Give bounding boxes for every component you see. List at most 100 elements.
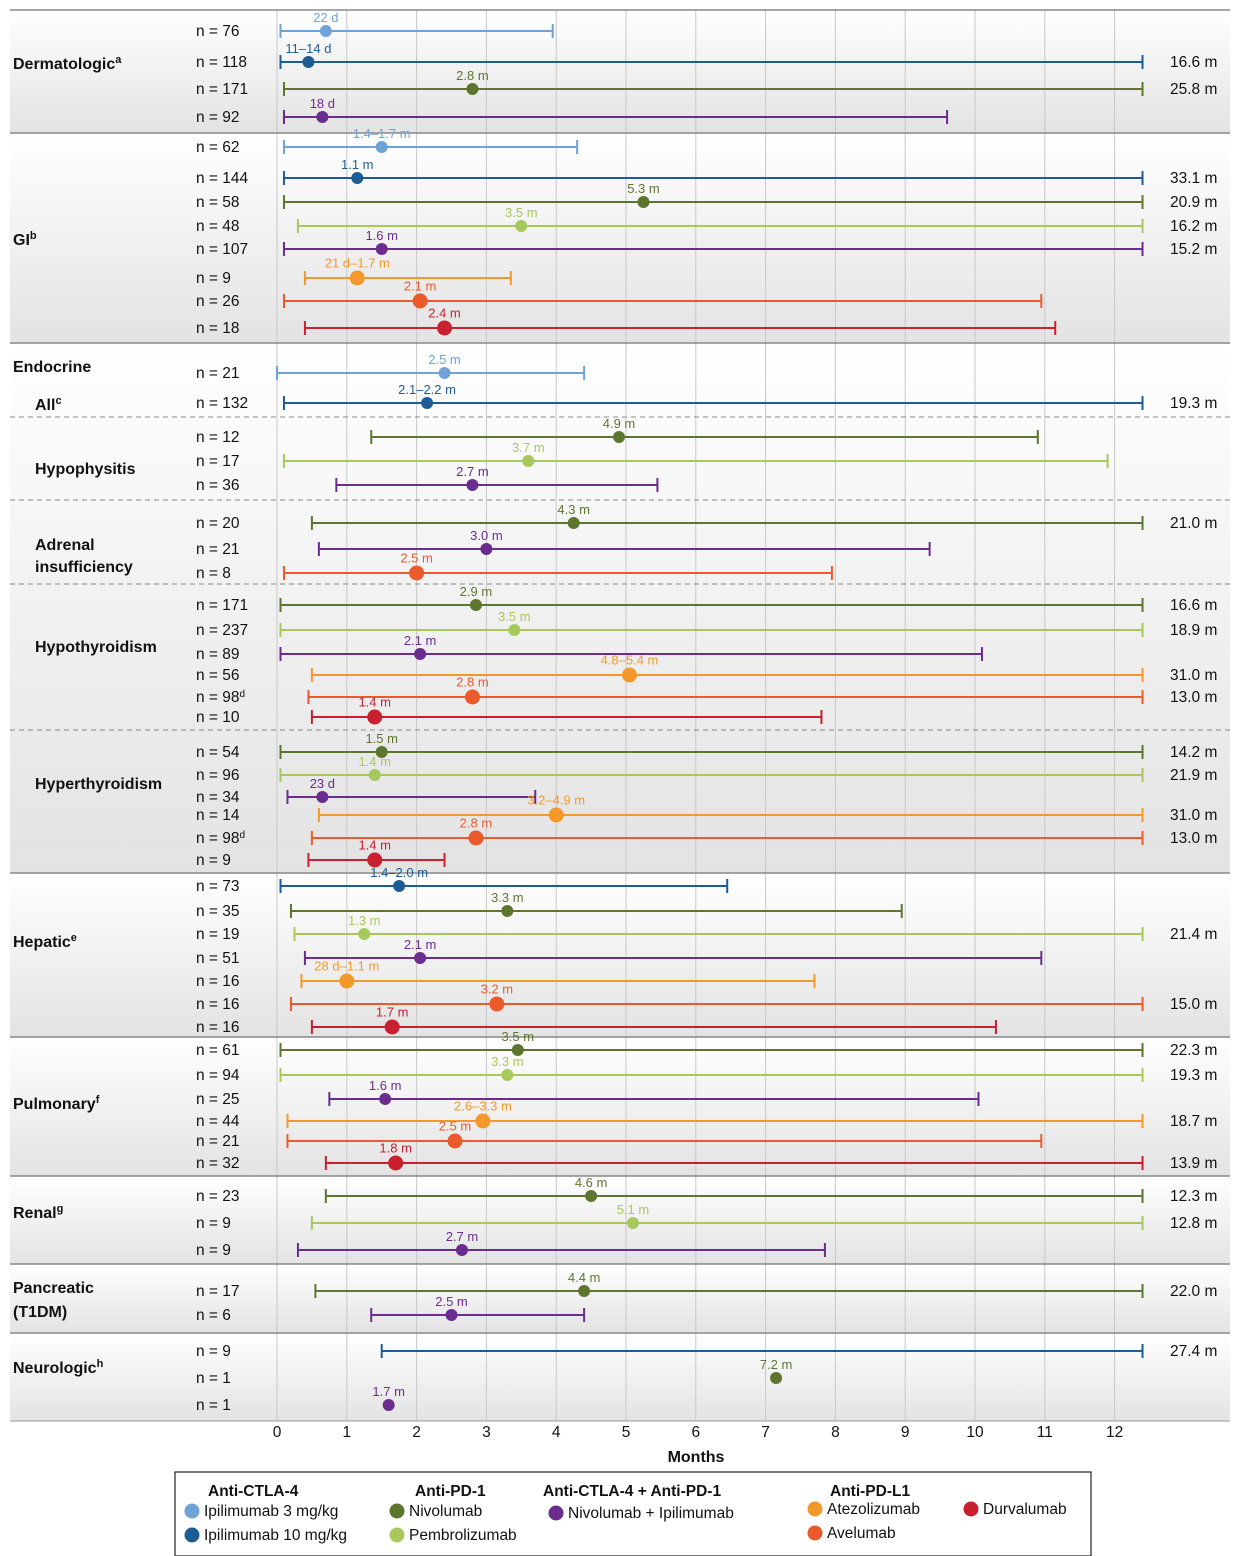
median-dot xyxy=(367,709,383,725)
median-dot xyxy=(522,455,535,467)
median-label: 3.5 m xyxy=(502,1029,535,1044)
onset-range-avelu: 3.2 m xyxy=(289,982,1144,1012)
onset-range-nivo: 4.6 m xyxy=(324,1175,1144,1203)
n-label: n = 21 xyxy=(196,1133,240,1150)
median-label: 11–14 d xyxy=(285,41,331,56)
legend-item-label: Durvalumab xyxy=(983,1501,1067,1518)
max-range-label: 21.4 m xyxy=(1170,926,1217,943)
median-label: 4.3 m xyxy=(557,502,590,517)
x-tick-label: 0 xyxy=(273,1424,282,1441)
category-label: Pulmonaryf xyxy=(13,1094,100,1113)
median-label: 1.7 m xyxy=(376,1005,409,1020)
category-label: Renalg xyxy=(13,1203,63,1222)
onset-range-combo: 2.1 m xyxy=(303,937,1043,965)
onset-range-pembro: 3.5 m xyxy=(296,205,1144,233)
max-range-label: 12.8 m xyxy=(1170,1215,1217,1232)
legend-item-label: Pembrolizumab xyxy=(409,1527,517,1544)
onset-range-durva: 1.4 m xyxy=(310,695,823,725)
onset-range-nivo: 7.2 m xyxy=(760,1357,792,1384)
x-tick-label: 9 xyxy=(901,1424,910,1441)
n-label: n = 36 xyxy=(196,477,240,494)
n-label: n = 6 xyxy=(196,1307,231,1324)
category-band xyxy=(10,133,1230,343)
n-label: n = 25 xyxy=(196,1091,240,1108)
median-label: 23 d xyxy=(310,776,335,791)
n-label: n = 16 xyxy=(196,996,240,1013)
x-tick-label: 3 xyxy=(482,1424,491,1441)
n-label: n = 19 xyxy=(196,926,240,943)
legend-item-label: Ipilimumab 10 mg/kg xyxy=(204,1527,347,1544)
median-label: 3.0 m xyxy=(470,528,503,543)
n-label: n = 94 xyxy=(196,1067,240,1084)
category-band xyxy=(10,1333,1230,1421)
onset-range-nivo: 2.8 m xyxy=(282,68,1144,96)
median-label: 22 d xyxy=(313,10,338,25)
onset-range-nivo: 5.3 m xyxy=(282,181,1144,209)
median-label: 2.5 m xyxy=(435,1294,468,1309)
n-label: n = 54 xyxy=(196,744,240,761)
median-dot xyxy=(447,1133,463,1149)
median-label: 2.1–2.2 m xyxy=(398,382,456,397)
onset-range-atezo: 4.8–5.4 m xyxy=(310,653,1144,683)
x-tick-label: 12 xyxy=(1106,1424,1123,1441)
onset-range-nivo: 1.5 m xyxy=(279,731,1144,759)
legend-heading: Anti-CTLA-4 + Anti-PD-1 xyxy=(543,1483,721,1500)
n-label: n = 12 xyxy=(196,429,240,446)
median-dot xyxy=(637,196,650,208)
median-dot xyxy=(508,624,521,636)
category-label: Hepatice xyxy=(13,932,77,951)
legend-box xyxy=(174,1471,1092,1556)
n-label: n = 89 xyxy=(196,646,240,663)
onset-range-pembro: 1.3 m xyxy=(293,913,1144,941)
n-label: n = 17 xyxy=(196,1283,240,1300)
onset-range-avelu: 2.1 m xyxy=(282,279,1043,309)
median-dot xyxy=(511,1044,524,1056)
max-range-label: 21.0 m xyxy=(1170,515,1217,532)
median-dot xyxy=(445,1309,458,1321)
median-label: 1.5 m xyxy=(365,731,398,746)
median-label: 1.4–1.7 m xyxy=(353,126,411,141)
median-dot xyxy=(468,830,484,846)
median-label: 3.5 m xyxy=(505,205,538,220)
category-band xyxy=(10,10,1230,133)
median-label: 5.1 m xyxy=(617,1202,650,1217)
median-dot xyxy=(375,141,388,153)
median-dot xyxy=(382,1399,395,1411)
n-label: n = 34 xyxy=(196,789,240,806)
median-label: 2.8 m xyxy=(456,675,489,690)
max-range-label: 18.7 m xyxy=(1170,1113,1217,1130)
n-label: n = 98d xyxy=(196,689,245,707)
category-label: Allc xyxy=(35,395,62,414)
max-range-label: 31.0 m xyxy=(1170,667,1217,684)
median-dot xyxy=(351,172,364,184)
median-label: 3.3 m xyxy=(491,1054,524,1069)
median-label: 1.6 m xyxy=(369,1078,402,1093)
onset-range-pembro: 3.3 m xyxy=(279,1054,1144,1082)
onset-range-nivo: 4.4 m xyxy=(314,1270,1144,1298)
median-dot xyxy=(578,1285,591,1297)
median-dot xyxy=(375,746,388,758)
median-label: 2.1 m xyxy=(404,279,437,294)
median-label: 2.1 m xyxy=(404,633,437,648)
median-label: 2.4 m xyxy=(428,306,461,321)
median-dot xyxy=(567,517,580,529)
n-label: n = 21 xyxy=(196,365,240,382)
onset-range-atezo: 21 d–1.7 m xyxy=(303,256,512,286)
onset-range-durva: 1.7 m xyxy=(310,1005,997,1035)
n-label: n = 61 xyxy=(196,1042,240,1059)
legend-heading: Anti-PD-L1 xyxy=(830,1483,910,1500)
median-dot xyxy=(339,973,355,989)
n-label: n = 20 xyxy=(196,515,240,532)
max-range-label: 19.3 m xyxy=(1170,1067,1217,1084)
n-label: n = 17 xyxy=(196,453,240,470)
median-dot xyxy=(480,543,493,555)
max-range-label: 13.0 m xyxy=(1170,830,1217,847)
median-label: 1.7 m xyxy=(372,1384,405,1399)
category-label: Neurologich xyxy=(13,1358,104,1377)
median-dot xyxy=(414,952,427,964)
median-label: 1.6 m xyxy=(365,228,398,243)
n-label: n = 48 xyxy=(196,218,240,235)
legend-swatch xyxy=(548,1505,564,1521)
n-label: n = 73 xyxy=(196,878,240,895)
legend-item-label: Ipilimumab 3 mg/kg xyxy=(204,1503,338,1520)
